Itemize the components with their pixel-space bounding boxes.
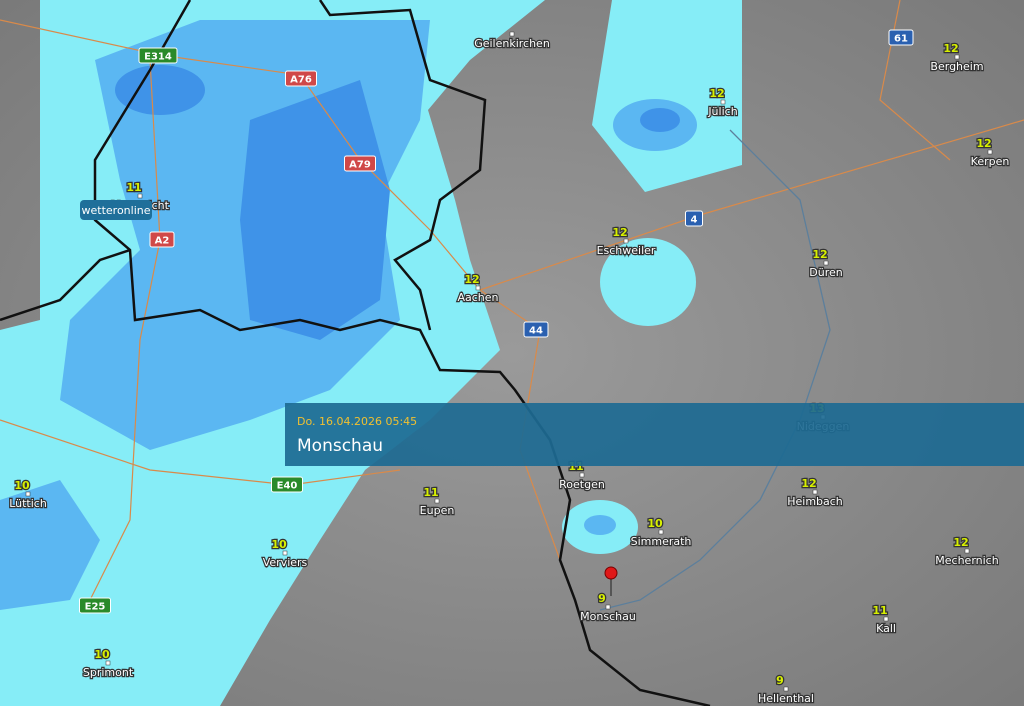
place-name: Kerpen xyxy=(971,155,1010,168)
place-temp: 12 xyxy=(612,226,627,239)
place-dot xyxy=(434,498,440,504)
place-dot xyxy=(987,149,993,155)
road-shield xyxy=(888,29,914,46)
place-dot xyxy=(579,472,585,478)
place-temp: 9 xyxy=(776,674,784,687)
road-shield xyxy=(285,70,317,87)
place-name: Verviers xyxy=(263,556,308,569)
place-temp: 11 xyxy=(126,181,141,194)
place-temp: 12 xyxy=(976,137,991,150)
place-name: Hellenthal xyxy=(758,692,814,705)
road-label: E25 xyxy=(85,602,106,613)
road-shield xyxy=(79,597,111,614)
place-dot xyxy=(605,604,611,610)
place-dot xyxy=(623,238,629,244)
place-name: Jülich xyxy=(707,105,737,118)
place-dot xyxy=(812,489,818,495)
road-shield xyxy=(138,47,178,64)
place-dot xyxy=(475,285,481,291)
place-dot xyxy=(25,491,31,497)
place-dot xyxy=(720,99,726,105)
place-dot xyxy=(658,529,664,535)
logo-text: wetteronline xyxy=(82,204,151,217)
road-shield xyxy=(344,155,376,172)
place-temp: 12 xyxy=(801,477,816,490)
place-dot xyxy=(823,260,829,266)
borders xyxy=(0,0,711,706)
place-dot xyxy=(883,616,889,622)
place-name: Bergheim xyxy=(930,60,983,73)
place-dot xyxy=(509,31,515,37)
location-pin xyxy=(604,566,618,596)
road-label: 61 xyxy=(894,34,908,45)
place-name: Eschweiler xyxy=(597,244,656,257)
road-label: 44 xyxy=(529,326,543,337)
place-dot xyxy=(282,550,288,556)
place-dot xyxy=(137,193,143,199)
place-dot xyxy=(964,548,970,554)
info-banner: Do. 16.04.2026 05:45 Monschau xyxy=(285,403,1024,466)
place-name: Eupen xyxy=(420,504,455,517)
info-datetime: Do. 16.04.2026 05:45 xyxy=(297,415,417,428)
place-name: Geilenkirchen xyxy=(474,37,550,50)
places: Geilenkirchen Bergheim 12 Jülich 12 Kerpen 12 E… xyxy=(8,31,1011,706)
place-temp: 10 xyxy=(94,648,110,661)
road-shield xyxy=(149,231,175,248)
place-temp: 12 xyxy=(953,536,968,549)
place-dot xyxy=(783,686,789,692)
place-name: Roetgen xyxy=(559,478,605,491)
road-shield xyxy=(685,210,703,227)
place-temp: 12 xyxy=(464,273,479,286)
logo: wetteronline xyxy=(80,200,152,220)
place-temp: 10 xyxy=(647,517,663,530)
place-temp: 10 xyxy=(14,479,30,492)
place-dot xyxy=(954,54,960,60)
place-name: Monschau xyxy=(580,610,636,623)
place-dot xyxy=(105,660,111,666)
place-temp: 9 xyxy=(598,592,606,605)
road-shield xyxy=(271,476,303,493)
place-temp: 12 xyxy=(812,248,827,261)
road-label: A79 xyxy=(349,160,371,171)
place-name: Mechernich xyxy=(935,554,998,567)
rain-heavy xyxy=(115,65,680,340)
place-name: Aachen xyxy=(457,291,498,304)
place-name: Heimbach xyxy=(787,495,843,508)
road-label: E314 xyxy=(144,52,172,63)
road-shield xyxy=(523,321,549,338)
road-label: A2 xyxy=(155,236,170,247)
place-temp: 12 xyxy=(709,87,724,100)
place-name: Sprimont xyxy=(83,666,134,679)
place-name: Simmerath xyxy=(631,535,692,548)
info-location: Monschau xyxy=(297,436,383,456)
place-name: Lüttich xyxy=(9,497,47,510)
place-temp: 11 xyxy=(872,604,887,617)
place-name: Düren xyxy=(809,266,842,279)
place-temp: 11 xyxy=(423,486,438,499)
place-name: Kall xyxy=(876,622,896,635)
road-label: A76 xyxy=(290,75,312,86)
road-label: 4 xyxy=(691,215,698,226)
place-temp: 10 xyxy=(271,538,287,551)
road-label: E40 xyxy=(277,481,298,492)
place-temp: 12 xyxy=(943,42,958,55)
